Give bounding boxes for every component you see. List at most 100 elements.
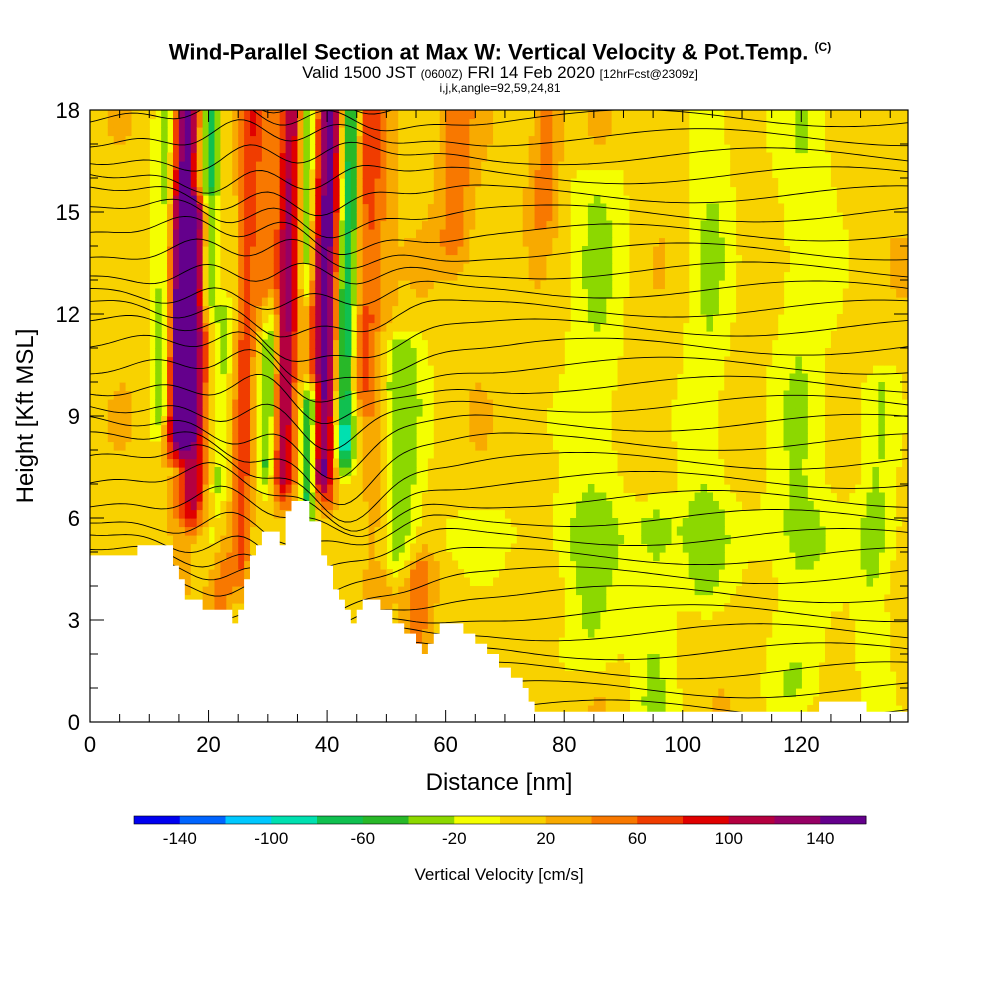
field-cell — [404, 246, 411, 256]
field-cell — [167, 433, 174, 443]
field-cell — [445, 509, 453, 519]
field-cell — [196, 237, 204, 247]
field-cell — [416, 305, 423, 315]
field-cell — [315, 110, 322, 120]
field-cell — [273, 322, 281, 332]
field-cell — [95, 178, 103, 188]
field-cell — [410, 314, 417, 324]
field-cell — [125, 220, 133, 230]
field-cell — [137, 416, 144, 426]
field-cell — [131, 458, 139, 468]
field-cell — [95, 433, 103, 443]
field-cell — [214, 135, 222, 145]
field-cell — [528, 433, 536, 443]
field-cell — [190, 594, 198, 604]
field-cell — [315, 441, 322, 451]
field-cell — [172, 178, 180, 188]
field-cell — [238, 535, 245, 545]
field-cell — [184, 152, 192, 162]
field-cell — [356, 195, 364, 205]
field-cell — [90, 288, 97, 298]
field-cell — [321, 322, 328, 332]
field-cell — [398, 322, 405, 332]
field-cell — [475, 501, 482, 511]
field-cell — [143, 365, 150, 375]
field-cell — [386, 586, 393, 596]
field-cell — [344, 373, 352, 383]
field-cell — [439, 501, 447, 511]
field-cell — [184, 552, 192, 562]
field-cell — [202, 127, 210, 137]
field-cell — [380, 416, 387, 426]
field-cell — [516, 186, 524, 196]
field-cell — [297, 399, 304, 409]
field-cell — [90, 203, 97, 213]
field-cell — [321, 246, 328, 256]
field-cell — [504, 220, 512, 230]
field-cell — [404, 569, 411, 579]
field-cell — [291, 110, 299, 120]
field-cell — [137, 118, 144, 128]
field-cell — [125, 152, 133, 162]
field-cell — [119, 288, 127, 298]
field-cell — [475, 382, 482, 392]
field-cell — [445, 416, 453, 426]
field-cell — [350, 178, 358, 188]
field-cell — [321, 390, 328, 400]
field-cell — [238, 186, 245, 196]
field-cell — [504, 467, 512, 477]
field-cell — [119, 280, 127, 290]
field-cell — [504, 611, 512, 621]
field-cell — [303, 424, 310, 434]
field-cell — [499, 280, 506, 290]
field-cell — [439, 526, 447, 536]
field-cell — [504, 501, 512, 511]
field-cell — [344, 552, 352, 562]
field-cell — [350, 365, 358, 375]
field-cell — [208, 288, 216, 298]
field-cell — [244, 416, 251, 426]
field-cell — [344, 467, 352, 477]
field-cell — [250, 331, 257, 341]
field-cell — [291, 407, 299, 417]
field-cell — [410, 186, 417, 196]
field-cell — [368, 424, 376, 434]
field-cell — [374, 560, 382, 570]
field-cell — [421, 288, 429, 298]
field-cell — [95, 161, 103, 171]
field-cell — [344, 186, 352, 196]
field-cell — [439, 356, 447, 366]
field-cell — [433, 475, 441, 485]
field-cell — [504, 195, 512, 205]
field-cell — [90, 246, 97, 256]
field-cell — [528, 603, 536, 613]
field-cell — [481, 178, 488, 188]
field-cell — [261, 305, 269, 315]
field-cell — [107, 127, 115, 137]
field-cell — [178, 450, 186, 460]
field-cell — [131, 229, 139, 239]
field-cell — [90, 195, 97, 205]
field-cell — [303, 229, 310, 239]
field-cell — [261, 246, 269, 256]
field-cell — [469, 603, 476, 613]
field-cell — [232, 509, 239, 519]
field-cell — [273, 467, 281, 477]
field-cell — [309, 322, 316, 332]
field-cell — [273, 399, 281, 409]
field-cell — [161, 492, 168, 502]
field-cell — [113, 152, 121, 162]
field-cell — [528, 203, 536, 213]
field-cell — [178, 152, 186, 162]
field-cell — [107, 339, 115, 349]
field-cell — [202, 594, 210, 604]
field-cell — [410, 110, 417, 120]
field-cell — [499, 416, 506, 426]
field-cell — [220, 246, 227, 256]
field-cell — [196, 526, 204, 536]
field-cell — [374, 348, 382, 358]
field-cell — [463, 305, 470, 315]
field-cell — [368, 475, 376, 485]
field-cell — [421, 620, 429, 630]
field-cell — [475, 399, 482, 409]
